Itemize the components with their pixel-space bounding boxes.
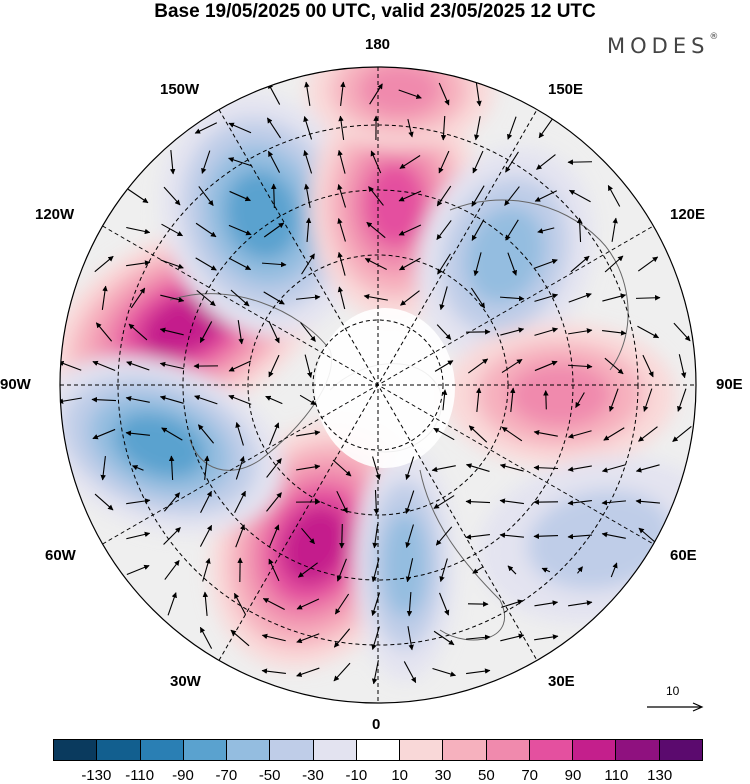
- colorbar: [53, 739, 703, 761]
- colorbar-tick-label: 90: [565, 767, 582, 784]
- positive-anomaly-contour: [364, 162, 427, 247]
- colorbar-tick-label: -70: [215, 767, 237, 784]
- wind-vector-arrow: [274, 184, 275, 208]
- colorbar-swatch: [400, 740, 443, 760]
- wind-vector-arrow: [546, 391, 547, 410]
- wind-vector-arrow: [342, 524, 343, 548]
- wind-vector-arrow: [636, 298, 660, 299]
- colorbar-tick-label: -10: [345, 767, 367, 784]
- colorbar-tick-label: 10: [391, 767, 408, 784]
- colorbar-swatch: [573, 740, 616, 760]
- colorbar-tick-label: 30: [435, 767, 452, 784]
- colorbar-swatch: [616, 740, 659, 760]
- positive-anomaly-contour: [508, 363, 612, 427]
- colorbar-swatch: [227, 740, 270, 760]
- colorbar-swatch: [357, 740, 400, 760]
- polar-map: [0, 0, 750, 735]
- colorbar-swatch: [97, 740, 140, 760]
- colorbar-swatch: [314, 740, 357, 760]
- lon-label-30w: 30W: [170, 673, 201, 690]
- lon-label-180: 180: [365, 36, 390, 53]
- colorbar-tick-label: -50: [259, 767, 281, 784]
- reference-vector-arrow: [645, 700, 705, 714]
- colorbar-tick-label: 70: [521, 767, 538, 784]
- lon-label-90w: 90W: [0, 376, 31, 393]
- colorbar-swatch: [530, 740, 573, 760]
- lon-label-120w: 120W: [35, 206, 74, 223]
- lon-label-150w: 150W: [160, 81, 199, 98]
- colorbar-tick-label: 130: [647, 767, 672, 784]
- colorbar-tick-label: 110: [604, 767, 628, 784]
- colorbar-swatch: [184, 740, 227, 760]
- colorbar-tick-label: -130: [81, 767, 111, 784]
- colorbar-swatch: [487, 740, 530, 760]
- colorbar-tick-label: 50: [478, 767, 495, 784]
- colorbar-swatch: [270, 740, 313, 760]
- colorbar-swatch: [660, 740, 702, 760]
- colorbar-swatch: [141, 740, 184, 760]
- colorbar-swatch: [54, 740, 97, 760]
- lon-label-120e: 120E: [670, 206, 705, 223]
- lon-label-150e: 150E: [548, 81, 583, 98]
- colorbar-tick-label: -30: [302, 767, 324, 784]
- negative-anomaly-contour: [382, 513, 428, 617]
- reference-vector-label: 10: [666, 684, 679, 698]
- lon-label-60e: 60E: [670, 547, 697, 564]
- lon-label-90e: 90E: [716, 376, 743, 393]
- colorbar-tick-label: -110: [125, 767, 154, 784]
- colorbar-tick-label: -90: [172, 767, 194, 784]
- arctic-ice-region: [315, 308, 455, 468]
- anomaly-field: [12, 31, 734, 704]
- lon-label-30e: 30E: [548, 673, 575, 690]
- colorbar-swatch: [443, 740, 486, 760]
- lon-label-60w: 60W: [45, 547, 76, 564]
- wind-vector-arrow: [568, 162, 592, 163]
- lon-label-0: 0: [372, 716, 380, 733]
